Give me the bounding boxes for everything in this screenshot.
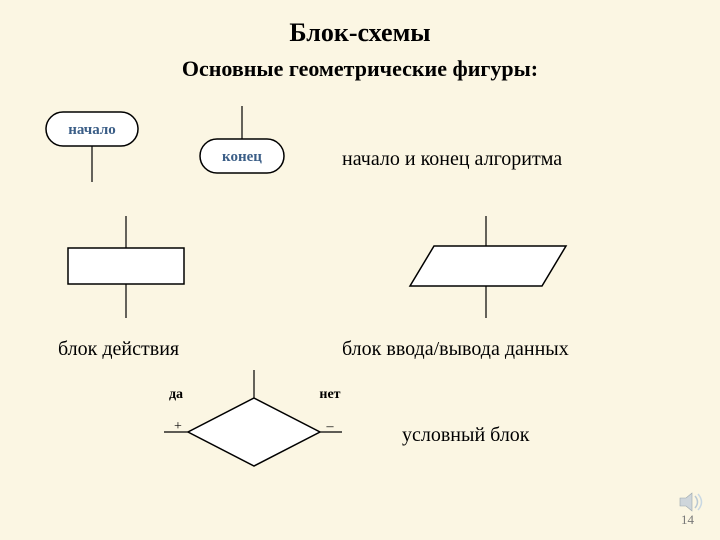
terminator-start-group: начало: [46, 112, 138, 182]
decision-no-label: нет: [319, 387, 340, 402]
decision-shape: [188, 398, 320, 466]
io-caption: блок ввода/вывода данных: [342, 338, 569, 361]
page-number: 14: [681, 512, 694, 528]
terminator-end-label: конец: [222, 149, 262, 165]
process-group: [68, 216, 184, 318]
decision-yes-label: да: [169, 387, 183, 402]
decision-caption: условный блок: [402, 424, 530, 447]
terminator-start-label: начало: [68, 122, 116, 138]
process-caption: блок действия: [58, 338, 179, 361]
speaker-icon: [678, 490, 706, 514]
io-shape: [410, 246, 566, 286]
decision-plus-label: +: [174, 419, 182, 434]
flowchart-diagram: начало конец да нет + –: [0, 0, 720, 540]
terminator-caption: начало и конец алгоритма: [342, 148, 562, 171]
slide-page: Блок-схемы Основные геометрические фигур…: [0, 0, 720, 540]
decision-minus-label: –: [326, 419, 335, 434]
io-group: [410, 216, 566, 318]
terminator-end-group: конец: [200, 106, 284, 173]
decision-group: да нет + –: [164, 370, 342, 466]
process-shape: [68, 248, 184, 284]
